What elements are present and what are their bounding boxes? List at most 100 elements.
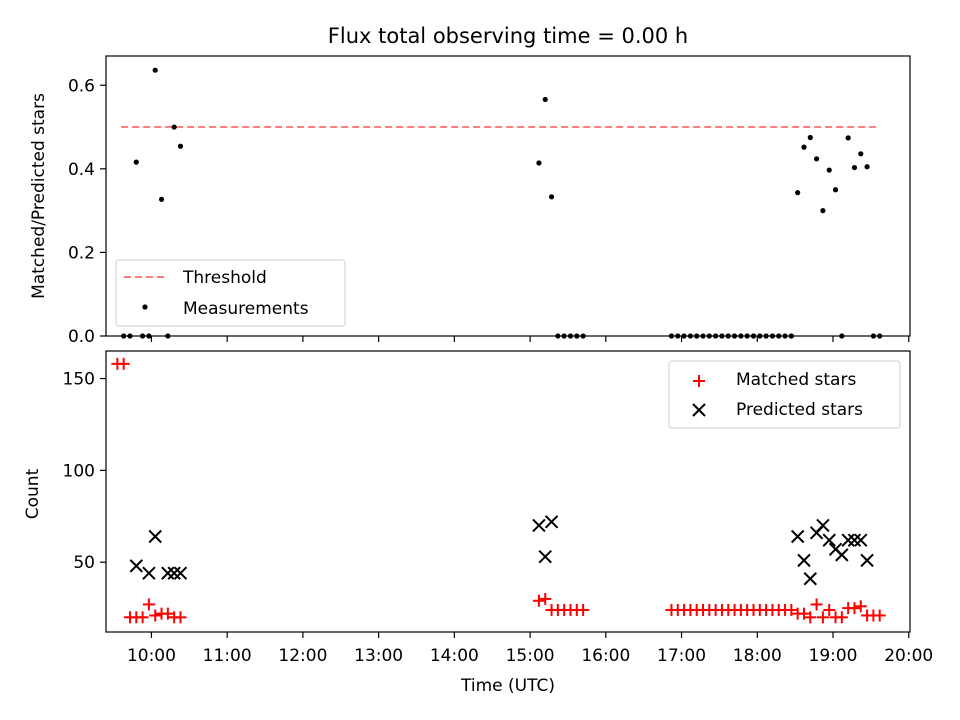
legend-predicted-swatch — [692, 403, 706, 417]
predicted-star-marker — [544, 515, 559, 529]
measurement-point — [165, 333, 171, 339]
ratio-legend: Threshold Measurements — [115, 259, 346, 327]
ratio-y-tick-label: 0.4 — [68, 160, 95, 180]
measurement-point — [127, 333, 133, 339]
ratio-x-ticks — [150, 336, 910, 342]
measurement-point — [158, 196, 165, 202]
ratio-y-axis-label: Matched/Predicted stars — [29, 93, 49, 299]
ratio-y-ticks: 0.0 0.2 0.4 0.6 — [68, 76, 106, 347]
measurement-point — [580, 333, 586, 339]
ratio-panel-frame — [105, 55, 911, 337]
predicted-star-marker — [854, 533, 868, 547]
measurement-point — [851, 164, 858, 171]
predicted-star-marker — [841, 533, 855, 547]
predicted-star-marker — [167, 566, 181, 580]
matched-star-marker — [149, 609, 162, 622]
measurement-point — [795, 190, 801, 196]
measurement-point — [719, 333, 725, 339]
count-y-tick-label: 150 — [63, 370, 95, 390]
measurement-point — [700, 333, 706, 339]
measurement-point — [694, 333, 700, 339]
measurement-point — [121, 333, 127, 339]
measurement-point — [140, 333, 146, 339]
matched-star-marker — [117, 357, 130, 370]
predicted-star-marker — [142, 566, 156, 580]
measurement-point — [731, 333, 738, 339]
measurement-point — [555, 333, 561, 339]
measurement-point — [675, 333, 681, 339]
count-x-tick-label: 14:00 — [430, 646, 479, 666]
legend-matched-swatch — [693, 375, 705, 387]
matched-star-marker — [854, 600, 867, 613]
legend-predicted-label: Predicted stars — [736, 400, 863, 420]
measurement-point — [801, 144, 807, 150]
predicted-star-marker — [538, 549, 552, 564]
count-x-tick-label: 20:00 — [884, 646, 933, 666]
measurement-point — [536, 160, 542, 166]
ratio-y-tick-label: 0.2 — [68, 243, 95, 263]
matched-star-marker — [174, 611, 187, 624]
measurement-point — [769, 333, 776, 339]
count-y-axis-label: Count — [23, 468, 43, 519]
matched-star-marker — [816, 611, 829, 624]
predicted-star-marker — [161, 566, 175, 580]
measurement-point — [687, 333, 693, 339]
predicted-star-marker — [148, 529, 162, 544]
matched-star-marker — [532, 594, 545, 607]
ratio-series — [121, 67, 883, 339]
measurement-point — [561, 333, 567, 339]
predicted-star-marker — [129, 559, 143, 573]
predicted-star-marker — [860, 553, 874, 568]
count-x-tick-label: 17:00 — [657, 646, 706, 666]
measurement-point — [870, 333, 876, 339]
count-y-tick-label: 50 — [73, 553, 95, 573]
measurement-point — [574, 333, 580, 339]
measurement-point — [832, 187, 839, 193]
measurement-point — [750, 333, 757, 339]
measurement-point — [681, 333, 687, 339]
count-x-tick-label: 13:00 — [354, 646, 403, 666]
count-panel-frame — [105, 350, 911, 633]
matched-star-marker — [142, 598, 155, 611]
predicted-star-marker — [816, 518, 830, 533]
matched-star-marker — [797, 607, 810, 620]
count-x-tick-label: 10:00 — [127, 646, 176, 666]
measurement-point — [133, 159, 139, 165]
measurement-point — [542, 96, 548, 103]
x-axis-label: Time (UTC) — [460, 676, 555, 696]
count-x-tick-label: 18:00 — [733, 646, 782, 666]
matched-star-marker — [161, 607, 174, 620]
measurement-point — [807, 134, 813, 141]
count-x-tick-label: 12:00 — [278, 646, 327, 666]
matched-star-marker — [136, 611, 149, 624]
measurement-point — [877, 333, 883, 339]
count-x-tick-label: 15:00 — [506, 646, 555, 666]
predicted-star-marker — [173, 566, 188, 580]
predicted-star-marker — [790, 529, 805, 544]
measurement-point — [845, 135, 851, 141]
matched-star-marker — [835, 611, 848, 624]
legend-threshold-label: Threshold — [182, 268, 267, 288]
ratio-panel: 0.0 0.2 0.4 0.6 Matched/Predicted stars Thr… — [29, 55, 911, 347]
ratio-legend-box — [115, 259, 346, 327]
measurement-point — [725, 333, 731, 339]
measurement-point — [826, 167, 832, 173]
measurement-point — [858, 151, 864, 157]
count-legend-box — [668, 360, 901, 429]
measurement-point — [864, 164, 870, 170]
matched-star-marker — [873, 609, 886, 622]
predicted-star-marker — [847, 533, 862, 547]
matched-star-marker — [539, 592, 552, 605]
measurement-point — [567, 333, 574, 339]
count-x-ticks: 10:00 11:00 12:00 13:00 14:00 15:00 16:00 17:00… — [127, 632, 933, 666]
count-y-tick-label: 100 — [63, 461, 95, 481]
count-y-ticks: 50 100 150 — [63, 370, 106, 573]
chart-title: Flux total observing time = 0.00 h — [328, 24, 688, 48]
measurement-point — [782, 333, 788, 339]
predicted-star-marker — [532, 518, 546, 533]
measurement-point — [813, 156, 820, 162]
count-x-tick-label: 19:00 — [809, 646, 858, 666]
measurement-point — [839, 333, 845, 339]
